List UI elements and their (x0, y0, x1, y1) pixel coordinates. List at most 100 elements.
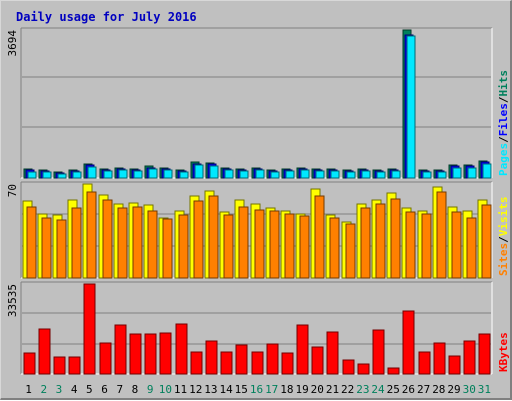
x-tick-label-day-3: 3 (56, 383, 63, 396)
bar-visits-sites-day-18 (284, 213, 295, 279)
bar-kbytes-kbytes-day-9 (144, 333, 157, 375)
panel-kbytes-legend: KBytes (497, 332, 510, 372)
x-tick-label-day-18: 18 (280, 383, 293, 396)
x-tick-label-day-25: 25 (387, 383, 400, 396)
x-tick-label-day-6: 6 (101, 383, 108, 396)
bar-hits-pages-day-21 (330, 170, 340, 179)
bar-hits-pages-day-12 (194, 164, 204, 179)
bar-visits-sites-day-14 (223, 214, 234, 279)
bar-kbytes-kbytes-day-24 (372, 329, 385, 375)
bar-kbytes-kbytes-day-19 (296, 324, 309, 375)
bar-hits-pages-day-7 (118, 169, 128, 179)
x-tick-label-day-21: 21 (326, 383, 339, 396)
bar-visits-sites-day-27 (421, 213, 432, 279)
bar-kbytes-kbytes-day-20 (311, 346, 324, 375)
bar-visits-sites-day-29 (451, 211, 462, 279)
x-tick-label-day-14: 14 (219, 383, 233, 396)
legend-entry: KBytes (497, 332, 510, 372)
bar-kbytes-kbytes-day-26 (402, 310, 415, 375)
bar-hits-pages-day-28 (437, 171, 447, 179)
x-tick-label-day-23: 23 (356, 383, 369, 396)
bar-hits-pages-day-2 (42, 171, 52, 179)
bar-visits-sites-day-9 (147, 210, 158, 279)
x-tick-label-day-1: 1 (25, 383, 32, 396)
x-tick-label-day-12: 12 (189, 383, 202, 396)
bar-hits-pages-day-17 (270, 171, 280, 179)
bar-visits-sites-day-4 (71, 207, 82, 279)
bar-visits-sites-day-28 (436, 191, 447, 279)
legend-entry: Sites (497, 243, 510, 276)
bar-kbytes-kbytes-day-15 (235, 344, 248, 375)
legend-entry: Pages (497, 143, 510, 176)
panel-hits-ymax-label: 3694 (6, 30, 19, 57)
x-tick-label-day-10: 10 (159, 383, 172, 396)
bar-hits-pages-day-18 (285, 170, 295, 179)
bar-kbytes-kbytes-day-11 (175, 323, 188, 375)
bar-kbytes-kbytes-day-18 (281, 352, 294, 375)
bar-hits-pages-day-14 (224, 169, 234, 179)
bar-kbytes-kbytes-day-8 (129, 333, 142, 375)
x-tick-label-day-2: 2 (40, 383, 47, 396)
bar-kbytes-kbytes-day-12 (190, 351, 203, 375)
bar-kbytes-kbytes-day-30 (463, 340, 476, 375)
bar-kbytes-kbytes-day-28 (433, 342, 446, 375)
x-tick-label-day-16: 16 (250, 383, 263, 396)
bar-kbytes-kbytes-day-27 (418, 351, 431, 375)
bar-visits-sites-day-12 (193, 200, 204, 279)
panel-visits-legend: Sites/Visits (497, 197, 510, 277)
x-tick-label-day-15: 15 (235, 383, 248, 396)
bar-visits-sites-day-10 (162, 218, 173, 279)
bar-visits-sites-day-1 (26, 206, 37, 279)
bar-kbytes-kbytes-day-31 (478, 333, 491, 375)
bar-visits-sites-day-17 (269, 210, 280, 279)
legend-entry: / (497, 96, 510, 103)
bar-hits-pages-day-5 (87, 166, 97, 179)
x-tick-label-day-7: 7 (116, 383, 123, 396)
x-tick-label-day-8: 8 (132, 383, 139, 396)
bar-hits-pages-day-10 (163, 169, 173, 179)
bar-hits-pages-day-23 (361, 170, 371, 179)
x-tick-label-day-24: 24 (371, 383, 385, 396)
bar-visits-sites-day-8 (132, 206, 143, 279)
x-tick-label-day-26: 26 (402, 383, 415, 396)
bar-hits-pages-day-25 (391, 170, 401, 179)
bar-kbytes-kbytes-day-2 (38, 328, 51, 375)
bar-kbytes-kbytes-day-21 (326, 331, 339, 375)
bar-hits-pages-day-9 (148, 168, 158, 179)
bar-hits-pages-day-16 (255, 169, 265, 179)
bar-hits-pages-day-22 (346, 171, 356, 179)
x-tick-label-day-31: 31 (478, 383, 491, 396)
x-tick-label-day-19: 19 (295, 383, 308, 396)
bar-kbytes-kbytes-day-14 (220, 351, 233, 375)
x-tick-label-day-9: 9 (147, 383, 154, 396)
bar-kbytes-kbytes-day-22 (342, 359, 355, 375)
bar-visits-sites-day-5 (86, 191, 97, 279)
bar-kbytes-kbytes-day-25 (387, 367, 400, 375)
x-tick-label-day-29: 29 (447, 383, 460, 396)
x-tick-label-day-5: 5 (86, 383, 93, 396)
legend-entry: / (497, 136, 510, 143)
x-tick-label-day-13: 13 (204, 383, 217, 396)
bar-visits-sites-day-16 (254, 209, 265, 279)
bar-visits-sites-day-30 (466, 217, 477, 279)
x-tick-label-day-28: 28 (432, 383, 445, 396)
bar-hits-pages-day-8 (133, 170, 143, 179)
bar-hits-pages-day-30 (467, 167, 477, 179)
bar-visits-sites-day-2 (41, 217, 52, 279)
bar-visits-sites-day-15 (238, 206, 249, 279)
x-tick-label-day-20: 20 (311, 383, 324, 396)
bar-visits-sites-day-23 (360, 207, 371, 279)
panel-hits-background (21, 28, 492, 178)
bar-kbytes-kbytes-day-3 (53, 356, 66, 375)
panel-hits-legend: Pages/Files/Hits (497, 70, 510, 176)
x-tick-label-day-4: 4 (71, 383, 78, 396)
bar-visits-sites-day-19 (299, 215, 310, 279)
bar-hits-pages-day-6 (103, 170, 113, 179)
bar-kbytes-kbytes-day-4 (68, 356, 81, 375)
bar-kbytes-kbytes-day-1 (23, 352, 36, 375)
bar-visits-sites-day-3 (56, 219, 67, 279)
bar-hits-pages-day-3 (57, 173, 67, 179)
bar-hits-pages-day-20 (315, 170, 325, 179)
bar-visits-sites-day-13 (208, 195, 219, 279)
